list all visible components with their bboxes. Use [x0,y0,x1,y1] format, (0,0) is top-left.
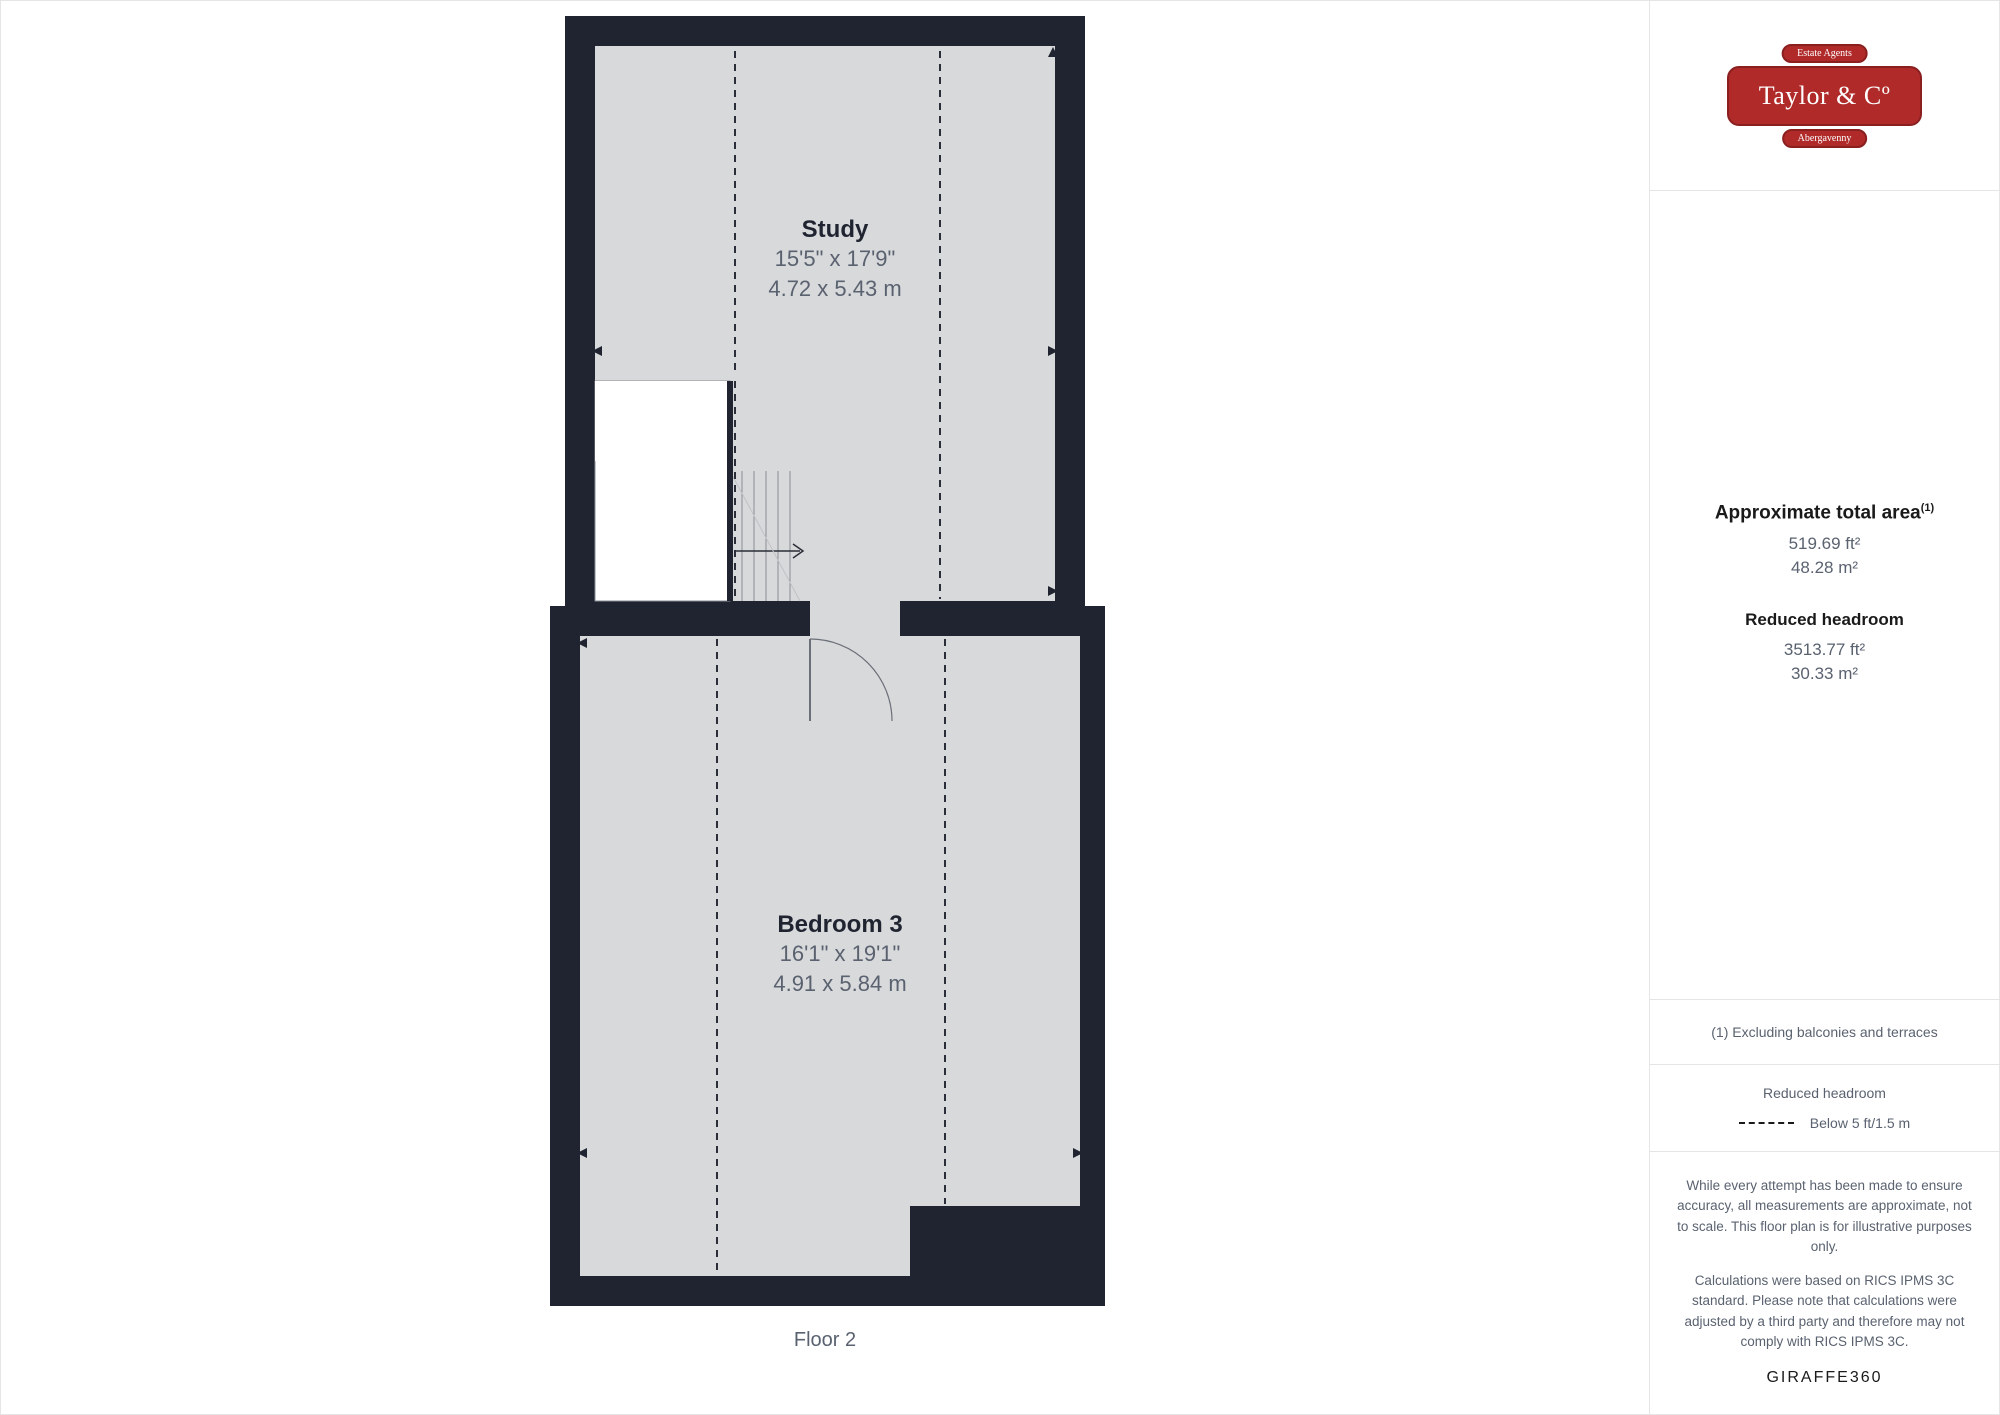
sidebar: Taylor & Cº Estate Agents Abergavenny Ap… [1650,0,2000,1415]
room-dim-imperial: 15'5" x 17'9" [725,244,945,274]
disclaimer-p1: While every attempt has been made to ens… [1672,1176,1977,1257]
area-title-text: Approximate total area [1715,502,1921,523]
area-title: Approximate total area(1) [1715,502,1934,524]
logo-main-text: Taylor & Cº [1759,81,1891,111]
room-name: Study [725,216,945,244]
room-label-study: Study 15'5" x 17'9" 4.72 x 5.43 m [725,216,945,303]
room-dim-metric: 4.91 x 5.84 m [730,969,950,999]
floorplan-panel: Study 15'5" x 17'9" 4.72 x 5.43 m Bedroo… [0,0,1650,1415]
room-name: Bedroom 3 [730,911,950,939]
logo-top-text: Estate Agents [1781,44,1868,63]
floorplan-svg [545,11,1105,1306]
area-info-box: Approximate total area(1) 519.69 ft² 48.… [1650,191,1999,1000]
legend-label: Below 5 ft/1.5 m [1810,1115,1910,1131]
footnote-text: (1) Excluding balconies and terraces [1711,1024,1937,1040]
room-dim-metric: 4.72 x 5.43 m [725,274,945,304]
room-dim-imperial: 16'1" x 19'1" [730,939,950,969]
legend-box: Reduced headroom Below 5 ft/1.5 m [1650,1065,1999,1152]
footnote-box: (1) Excluding balconies and terraces [1650,1000,1999,1065]
logo-box: Taylor & Cº Estate Agents Abergavenny [1650,1,1999,191]
logo-band: Taylor & Cº [1727,66,1922,126]
floor-label: Floor 2 [794,1329,856,1352]
disclaimer-p2: Calculations were based on RICS IPMS 3C … [1672,1271,1977,1352]
area-ft2: 519.69 ft² [1789,534,1861,554]
floorplan-canvas: Study 15'5" x 17'9" 4.72 x 5.43 m Bedroo… [545,11,1105,1311]
headroom-ft2: 3513.77 ft² [1784,640,1865,660]
disclaimer-box: While every attempt has been made to ens… [1650,1152,1999,1414]
area-m2: 48.28 m² [1791,558,1858,578]
generator-brand: GIRAFFE360 [1672,1366,1977,1390]
headroom-m2: 30.33 m² [1791,664,1858,684]
area-title-sup: (1) [1921,502,1934,514]
legend-row: Below 5 ft/1.5 m [1670,1115,1979,1131]
dashed-line-icon [1739,1122,1794,1124]
brand-logo: Taylor & Cº Estate Agents Abergavenny [1727,46,1922,146]
logo-bottom-text: Abergavenny [1782,129,1868,148]
room-label-bedroom3: Bedroom 3 16'1" x 19'1" 4.91 x 5.84 m [730,911,950,998]
headroom-title: Reduced headroom [1745,610,1904,630]
legend-title: Reduced headroom [1670,1085,1979,1101]
